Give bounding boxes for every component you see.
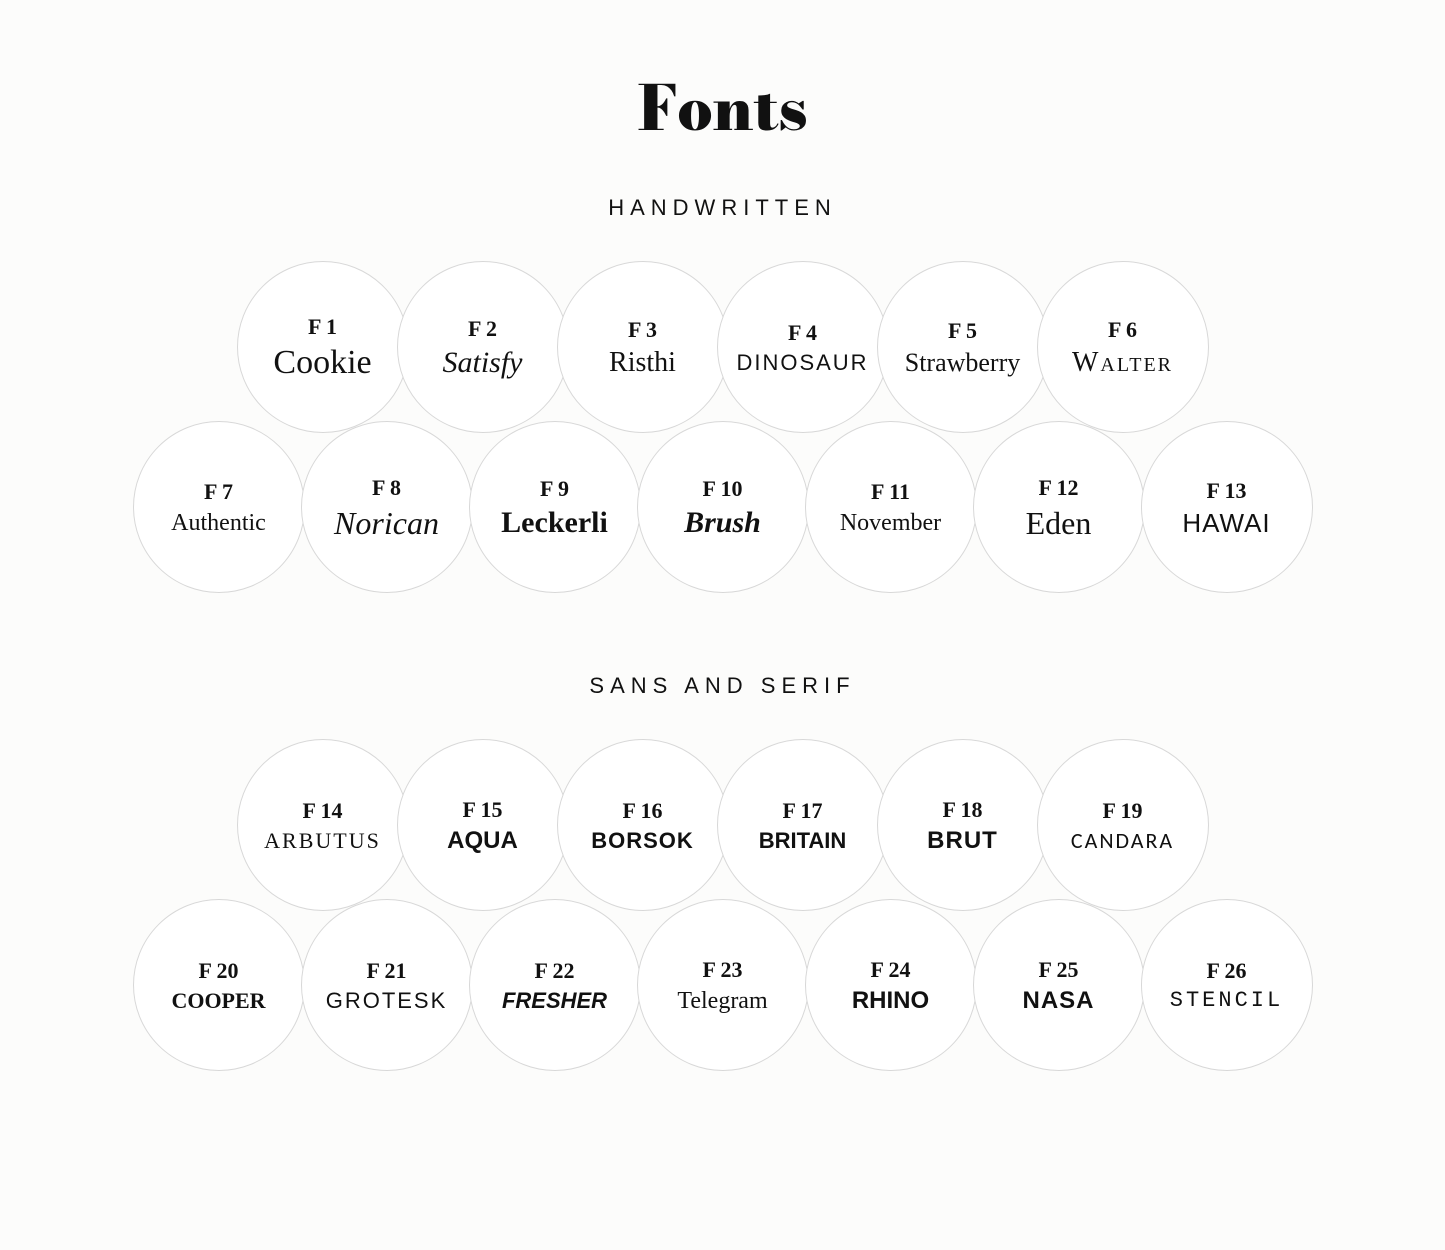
font-code: F 23: [702, 957, 742, 983]
font-code: F 5: [948, 318, 977, 344]
font-code: F 1: [308, 314, 337, 340]
font-code: F 24: [870, 957, 910, 983]
font-swatch-f15: F 15 AQUA: [397, 739, 569, 911]
font-name: BORSOK: [585, 830, 700, 852]
font-swatch-f4: F 4 DINOSAUR: [717, 261, 889, 433]
font-swatch-f3: F 3 Risthi: [557, 261, 729, 433]
font-code: F 25: [1038, 957, 1078, 983]
font-swatch-f14: F 14 ARBUTUS: [237, 739, 409, 911]
font-name: DINOSAUR: [730, 352, 874, 374]
font-name: COOPER: [165, 990, 271, 1012]
font-code: F 9: [540, 476, 569, 502]
font-code: F 16: [622, 798, 662, 824]
font-name: Risthi: [603, 349, 682, 377]
font-code: F 3: [628, 317, 657, 343]
font-swatch-f22: F 22 FRESHER: [469, 899, 641, 1071]
font-swatch-f25: F 25 NASA: [973, 899, 1145, 1071]
font-row-1: F 1 Cookie F 2 Satisfy F 3 Risthi F 4 DI…: [20, 261, 1425, 433]
font-swatch-f11: F 11 November: [805, 421, 977, 593]
font-name: FRESHER: [496, 990, 613, 1012]
font-row-3: F 14 ARBUTUS F 15 AQUA F 16 BORSOK F 17 …: [20, 739, 1425, 911]
font-swatch-f13: F 13 Hawai: [1141, 421, 1313, 593]
font-name: Authentic: [165, 511, 272, 535]
font-code: F 26: [1206, 958, 1246, 984]
font-code: F 6: [1108, 317, 1137, 343]
font-code: F 4: [788, 320, 817, 346]
font-name: Norican: [328, 507, 445, 539]
font-code: F 2: [468, 316, 497, 342]
font-name: STENCIL: [1164, 990, 1289, 1012]
font-swatch-f7: F 7 Authentic: [133, 421, 305, 593]
font-name: BRITAIN: [753, 830, 853, 852]
font-name: NASA: [1016, 989, 1100, 1013]
font-row-4: F 20 COOPER F 21 GROTESK F 22 FRESHER F …: [20, 899, 1425, 1071]
font-swatch-f8: F 8 Norican: [301, 421, 473, 593]
font-name: CANDARA: [1065, 830, 1180, 852]
font-swatch-f26: F 26 STENCIL: [1141, 899, 1313, 1071]
font-row-2: F 7 Authentic F 8 Norican F 9 Leckerli F…: [20, 421, 1425, 593]
font-swatch-f16: F 16 BORSOK: [557, 739, 729, 911]
page-title: Fonts: [20, 60, 1425, 155]
font-code: F 10: [702, 476, 742, 502]
font-swatch-f24: F 24 RHINO: [805, 899, 977, 1071]
font-name: November: [834, 511, 947, 535]
font-code: F 15: [462, 797, 502, 823]
font-name: RHINO: [846, 989, 935, 1013]
font-catalog-page: Fonts HANDWRITTEN F 1 Cookie F 2 Satisfy…: [0, 0, 1445, 1171]
font-swatch-f18: F 18 BRUT: [877, 739, 1049, 911]
font-name: Leckerli: [495, 508, 614, 538]
font-code: F 20: [198, 958, 238, 984]
font-swatch-f5: F 5 Strawberry: [877, 261, 1049, 433]
font-code: F 8: [372, 475, 401, 501]
font-swatch-f17: F 17 BRITAIN: [717, 739, 889, 911]
font-name: Hawai: [1176, 510, 1276, 536]
font-name: Eden: [1020, 507, 1098, 539]
font-name: AQUA: [441, 829, 524, 853]
font-code: F 11: [871, 479, 910, 505]
font-code: F 21: [366, 958, 406, 984]
font-name: Brush: [678, 508, 767, 538]
section-label-sansserif: SANS AND SERIF: [20, 673, 1425, 699]
font-swatch-f2: F 2 Satisfy: [397, 261, 569, 433]
font-code: F 7: [204, 479, 233, 505]
font-swatch-f19: F 19 CANDARA: [1037, 739, 1209, 911]
font-code: F 19: [1102, 798, 1142, 824]
font-code: F 14: [302, 798, 342, 824]
font-swatch-f12: F 12 Eden: [973, 421, 1145, 593]
font-swatch-f21: F 21 GROTESK: [301, 899, 473, 1071]
font-name: Strawberry: [899, 350, 1027, 376]
font-name: BRUT: [921, 829, 1004, 853]
font-swatch-f9: F 9 Leckerli: [469, 421, 641, 593]
font-name: Cookie: [267, 346, 377, 380]
font-code: F 17: [782, 798, 822, 824]
font-swatch-f20: F 20 COOPER: [133, 899, 305, 1071]
font-name: GROTESK: [320, 990, 454, 1012]
font-swatch-f23: F 23 Telegram: [637, 899, 809, 1071]
font-code: F 22: [534, 958, 574, 984]
font-swatch-f1: F 1 Cookie: [237, 261, 409, 433]
font-code: F 18: [942, 797, 982, 823]
font-swatch-f6: F 6 Walter: [1037, 261, 1209, 433]
font-name: Walter: [1066, 349, 1179, 377]
font-name: Telegram: [671, 989, 773, 1013]
font-name: Satisfy: [437, 348, 529, 378]
font-name: ARBUTUS: [258, 830, 387, 852]
font-code: F 13: [1206, 478, 1246, 504]
font-code: F 12: [1038, 475, 1078, 501]
section-label-handwritten: HANDWRITTEN: [20, 195, 1425, 221]
font-swatch-f10: F 10 Brush: [637, 421, 809, 593]
